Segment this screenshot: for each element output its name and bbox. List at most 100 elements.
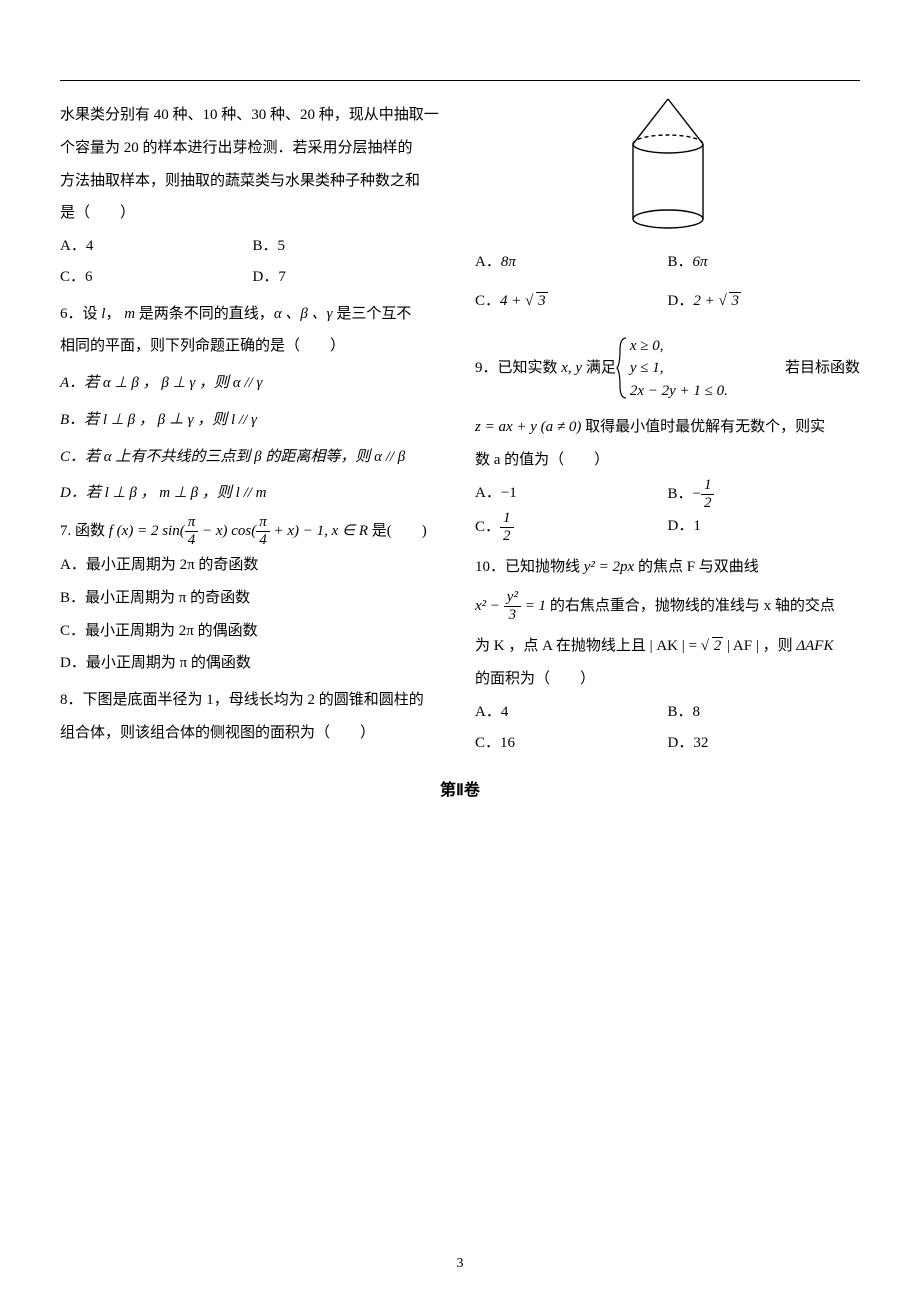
q6-opt-d: D．若 l ⊥ β ， m ⊥ β ，则 l // m (60, 478, 445, 509)
q5-opt-c: C．6 (60, 262, 253, 293)
q6-opt-b: B．若 l ⊥ β ， β ⊥ γ ，则 l // γ (60, 405, 445, 436)
q7-fx: f (x) = 2 sin( (109, 523, 185, 539)
q9-opts-row1: A．−1 B．−12 (475, 478, 860, 511)
q6-opt-a: A．若 α ⊥ β ， β ⊥ γ ，则 α // γ (60, 368, 445, 399)
q7-stem: 7. 函数 f (x) = 2 sin(π4 − x) cos(π4 + x) … (60, 515, 445, 548)
section-title: 第Ⅱ卷 (60, 776, 860, 800)
q9-pre: 9．已知实数 (475, 360, 561, 376)
q10: 10．已知抛物线 y² = 2px 的焦点 F 与双曲线 x² − y²3 = … (475, 552, 860, 759)
q6-pre: 6．设 (60, 306, 101, 322)
q8-opt-d: D．2 + 3 (668, 286, 861, 317)
q10-opt-c: C．16 (475, 728, 668, 759)
q10-l1a: 10．已知抛物线 (475, 559, 584, 575)
q9c-n: 1 (500, 511, 514, 528)
q9b-d: 2 (701, 495, 715, 511)
q9-mid: 满足 (582, 360, 616, 376)
q9c-pre: C． (475, 518, 500, 534)
q8d-sq: 3 (729, 292, 741, 309)
q10-line2: x² − y²3 = 1 的右焦点重合，抛物线的准线与 x 轴的交点 (475, 590, 860, 623)
q5-line4: 是（ ） (60, 198, 445, 229)
q10-l2d: 3 (504, 607, 521, 623)
q5-line3: 方法抽取样本，则抽取的蔬菜类与水果类种子种数之和 (60, 166, 445, 197)
q7-opt-c: C．最小正周期为 2π 的偶函数 (60, 616, 445, 647)
q7-f2d: 4 (256, 532, 270, 548)
q7-f1n: π (185, 515, 199, 532)
q10-l1m: y² = 2px (584, 559, 634, 575)
q10-l1b: 的焦点 F 与双曲线 (634, 559, 759, 575)
q8: 8．下图是底面半径为 1，母线长均为 2 的圆锥和圆柱的 组合体，则该组合体的侧… (60, 685, 445, 749)
q6-t3: 是三个互不 (333, 306, 412, 322)
q6-m: m (124, 306, 135, 322)
q7-opt-a: A．最小正周期为 2π 的奇函数 (60, 550, 445, 581)
cone-cylinder-icon (608, 94, 728, 234)
q8b-pre: B． (668, 254, 693, 270)
q9b-n: 1 (701, 478, 715, 495)
q7-m1: − x) cos( (198, 523, 256, 539)
q7-post: 是( ) (368, 523, 427, 539)
q9: 9．已知实数 x, y 满足 x ≥ 0, y ≤ 1, 2x − 2y + 1… (475, 335, 860, 544)
q9-line3: 数 a 的值为（ ） (475, 445, 860, 476)
q9-post: 若目标函数 (728, 353, 860, 384)
q9-l2m: z = ax + y (a ≠ 0) (475, 419, 581, 435)
q8d-pre: D． (668, 293, 694, 309)
q10-opt-d: D．32 (668, 728, 861, 759)
q8-opts-row1: A．8π B．6π (475, 247, 860, 278)
page-number: 3 (0, 1256, 920, 1272)
q10-opts-row2: C．16 D．32 (475, 728, 860, 759)
q8c-sq: 3 (536, 292, 548, 309)
q8-opt-b: B．6π (668, 247, 861, 278)
top-rule (60, 80, 860, 81)
q10-l2a: x² − (475, 598, 504, 614)
q9-c3: 2x − 2y + 1 ≤ 0. (630, 380, 728, 403)
q10-line3: 为 K ，点 A 在抛物线上且 | AK | = 2 | AF | ，则 ΔAF… (475, 631, 860, 662)
q6-greek: α 、β 、γ (274, 306, 333, 322)
q8-opt-c: C．4 + 3 (475, 286, 668, 317)
q7-f2n: π (256, 515, 270, 532)
q9-c1: x ≥ 0, (630, 335, 728, 358)
q7-f1d: 4 (185, 532, 199, 548)
right-column: A．8π B．6π C．4 + 3 D．2 + 3 9．已知实数 x, y 满足… (475, 94, 860, 758)
two-column-layout: 水果类分别有 40 种、10 种、30 种、20 种，现从中抽取一 个容量为 2… (60, 94, 860, 758)
q10-line1: 10．已知抛物线 y² = 2px 的焦点 F 与双曲线 (475, 552, 860, 583)
q10-l2n: y² (504, 590, 521, 607)
q9-opt-a: A．−1 (475, 478, 668, 511)
q5-opt-b: B．5 (253, 231, 446, 262)
q10-l2math: x² − y²3 = 1 (475, 598, 546, 614)
q10-l2b: 的右焦点重合，抛物线的准线与 x 轴的交点 (546, 598, 835, 614)
q10-l3b: | AF | ，则 (723, 638, 796, 654)
q8b-m: 6π (693, 254, 708, 270)
q9-line2: z = ax + y (a ≠ 0) 取得最小值时最优解有无数个，则实 (475, 412, 860, 443)
q10-opt-b: B．8 (668, 697, 861, 728)
q5: 水果类分别有 40 种、10 种、30 种、20 种，现从中抽取一 个容量为 2… (60, 100, 445, 293)
q5-line2: 个容量为 20 的样本进行出芽检测．若采用分层抽样的 (60, 133, 445, 164)
q5-line1: 水果类分别有 40 种、10 种、30 种、20 种，现从中抽取一 (60, 100, 445, 131)
q9-l3: 数 a 的值为（ ） (475, 452, 609, 468)
q7-pre: 7. 函数 (60, 523, 109, 539)
q9-conditions: x ≥ 0, y ≤ 1, 2x − 2y + 1 ≤ 0. (630, 335, 728, 403)
q5-opt-a: A．4 (60, 231, 253, 262)
q10-opt-a: A．4 (475, 697, 668, 728)
q9c-d: 2 (500, 528, 514, 544)
q9-xy: x, y (561, 360, 582, 376)
q8c-p2: 4 + (500, 293, 525, 309)
q6-t2: 是两条不同的直线， (135, 306, 274, 322)
q8a-m: 8π (501, 254, 516, 270)
q8-line2: 组合体，则该组合体的侧视图的面积为（ ） (60, 718, 445, 749)
q9-stem1: 9．已知实数 x, y 满足 x ≥ 0, y ≤ 1, 2x − 2y + 1… (475, 335, 860, 403)
q9-opt-d: D．1 (668, 511, 861, 544)
q10-opts-row1: A．4 B．8 (475, 697, 860, 728)
q8a-pre: A． (475, 254, 501, 270)
q8-line1: 8．下图是底面半径为 1，母线长均为 2 的圆锥和圆柱的 (60, 685, 445, 716)
left-brace-icon (616, 336, 628, 400)
q6-stem2: 相同的平面，则下列命题正确的是（ ） (60, 331, 445, 362)
left-column: 水果类分别有 40 种、10 种、30 种、20 种，现从中抽取一 个容量为 2… (60, 94, 445, 758)
q6: 6．设 l， m 是两条不同的直线，α 、β 、γ 是三个互不 相同的平面，则下… (60, 299, 445, 510)
q9-c2: y ≤ 1, (630, 357, 728, 380)
q9-l2t: 取得最小值时最优解有无数个，则实 (581, 419, 825, 435)
q8-opts-row2: C．4 + 3 D．2 + 3 (475, 286, 860, 317)
q8-figure (475, 94, 860, 239)
q7-opt-b: B．最小正周期为 π 的奇函数 (60, 583, 445, 614)
q9-opt-c: C．12 (475, 511, 668, 544)
q8-opt-a: A．8π (475, 247, 668, 278)
q10-tri: ΔAFK (796, 638, 833, 654)
